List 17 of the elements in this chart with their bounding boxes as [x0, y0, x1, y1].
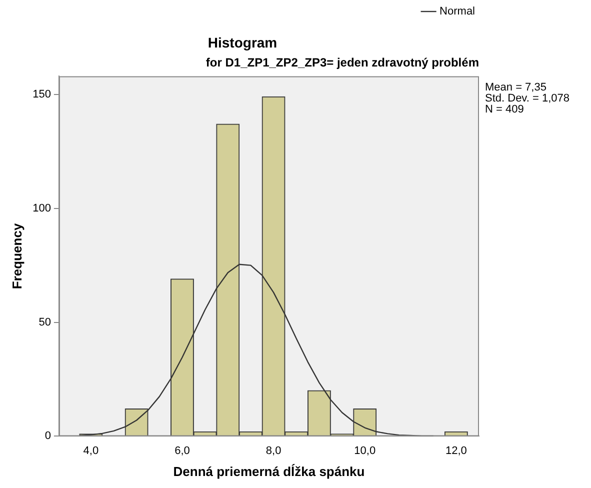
x-tick-label: 10,0	[354, 444, 376, 457]
y-axis-title: Frequency	[9, 222, 24, 290]
text: N = 409	[485, 104, 524, 116]
x-tick-label: 4,0	[83, 444, 99, 457]
x-tick-label: 6,0	[174, 444, 190, 457]
x-tick-label: 8,0	[266, 444, 282, 457]
chart-title: Histogram	[208, 34, 278, 50]
y-tick-label: 0	[44, 430, 51, 442]
x-axis-title: Denná priemerná dĺžka spánku	[173, 462, 365, 479]
text: Mean = 7,35	[485, 82, 546, 94]
chart-subtitle: for D1_ZP1_ZP2_ZP3= jeden zdravotný problém	[206, 55, 479, 70]
text: Std. Dev. = 1,078	[485, 92, 570, 105]
x-tick-label: 12,0	[445, 444, 467, 457]
y-tick-label: 150	[32, 88, 51, 100]
y-tick-label: 100	[32, 202, 51, 214]
y-tick-label: 50	[38, 316, 51, 328]
legend-label: Normal	[440, 6, 476, 18]
